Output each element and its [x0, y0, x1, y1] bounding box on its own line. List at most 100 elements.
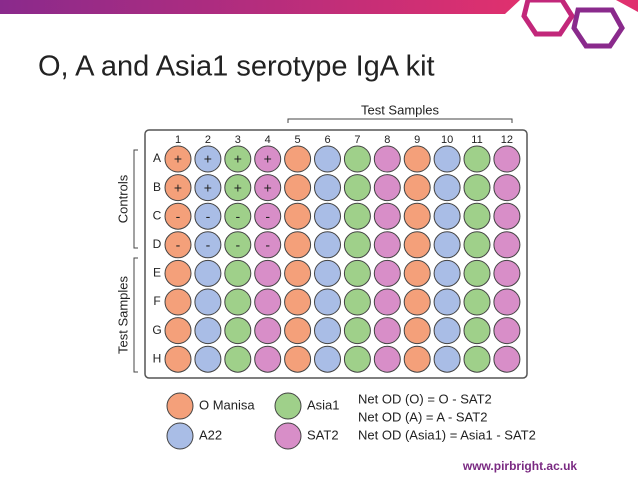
well — [254, 288, 282, 316]
column-label: 7 — [354, 134, 360, 146]
well — [463, 345, 491, 373]
column-label: 8 — [384, 134, 390, 146]
well — [284, 259, 312, 287]
well — [164, 317, 192, 345]
well — [164, 288, 192, 316]
well — [314, 231, 341, 259]
well — [254, 259, 282, 287]
well — [314, 202, 341, 230]
formula: Net OD (Asia1) = Asia1 - SAT2 — [358, 427, 536, 442]
well — [314, 345, 341, 373]
well — [284, 231, 312, 259]
well — [224, 145, 252, 173]
well — [194, 145, 222, 173]
well — [254, 231, 282, 259]
well — [314, 317, 341, 345]
column-label: 11 — [471, 134, 482, 146]
well-symbol: - — [176, 237, 181, 253]
well — [463, 288, 491, 316]
well — [224, 202, 252, 230]
well — [373, 288, 401, 316]
well — [463, 202, 491, 230]
well — [343, 288, 371, 316]
column-label: 9 — [414, 134, 420, 146]
well-symbol: - — [235, 237, 240, 253]
well — [194, 345, 222, 373]
legend-swatch — [274, 392, 302, 420]
well — [224, 288, 252, 316]
well-symbol: + — [234, 179, 242, 195]
well — [373, 145, 401, 173]
well — [463, 174, 491, 202]
well — [403, 288, 431, 316]
top-bracket — [287, 118, 513, 123]
well — [493, 174, 521, 202]
well — [224, 345, 252, 373]
well — [224, 231, 252, 259]
well — [403, 259, 431, 287]
column-label: 3 — [235, 134, 241, 146]
well — [403, 345, 431, 373]
well — [284, 145, 312, 173]
side-bracket — [133, 257, 138, 373]
well — [314, 288, 341, 316]
well-symbol: - — [265, 237, 270, 253]
well — [314, 174, 341, 202]
top-label: Test Samples — [361, 102, 440, 117]
well-symbol: + — [204, 179, 212, 195]
header-bar — [0, 0, 520, 14]
well — [463, 259, 491, 287]
column-label: 12 — [501, 134, 513, 146]
well — [373, 202, 401, 230]
column-label: 4 — [265, 134, 271, 146]
well — [254, 202, 282, 230]
well — [314, 259, 341, 287]
well-symbol: + — [174, 179, 182, 195]
well — [493, 231, 521, 259]
well — [373, 345, 401, 373]
well — [164, 202, 192, 230]
well — [254, 345, 282, 373]
well — [463, 231, 491, 259]
well — [433, 202, 461, 230]
well — [463, 145, 491, 173]
well-symbol: - — [235, 208, 240, 224]
column-label: 1 — [175, 134, 181, 146]
row-label: C — [153, 208, 162, 222]
well — [284, 202, 312, 230]
well — [284, 345, 312, 373]
well — [343, 202, 371, 230]
well — [343, 145, 371, 173]
side-label: Test Samples — [115, 275, 130, 354]
well — [164, 345, 192, 373]
side-label: Controls — [115, 174, 130, 223]
column-label: 6 — [324, 134, 330, 146]
well — [493, 288, 521, 316]
well-symbol: - — [265, 208, 270, 224]
row-label: A — [153, 151, 161, 165]
slide-title: O, A and Asia1 serotype IgA kit — [38, 51, 435, 83]
formula: Net OD (A) = A - SAT2 — [358, 409, 487, 424]
well — [224, 259, 252, 287]
well — [403, 174, 431, 202]
well-symbol: - — [176, 208, 181, 224]
well — [284, 317, 312, 345]
legend-swatch — [166, 392, 194, 420]
well-symbol: + — [204, 151, 212, 167]
well — [194, 174, 222, 202]
legend-label: O Manisa — [199, 397, 255, 412]
footer-url: www.pirbright.ac.uk — [462, 459, 578, 473]
well — [403, 231, 431, 259]
row-label: B — [153, 180, 161, 194]
well — [164, 174, 192, 202]
well — [373, 317, 401, 345]
well — [343, 259, 371, 287]
well — [194, 288, 222, 316]
row-label: G — [152, 323, 161, 337]
well — [493, 345, 521, 373]
well — [224, 317, 252, 345]
well — [373, 231, 401, 259]
well — [373, 259, 401, 287]
row-label: D — [153, 237, 162, 251]
